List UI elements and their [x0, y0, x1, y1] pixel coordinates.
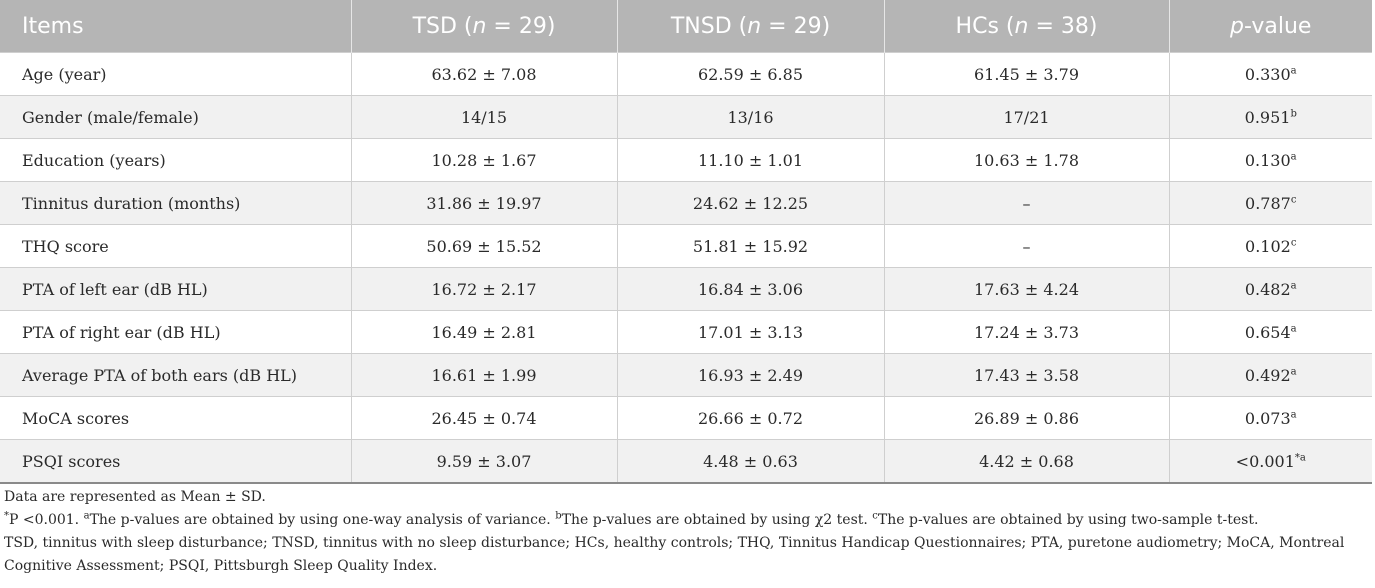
cell-tsd: 10.28 ± 1.67 — [350, 138, 618, 182]
cell-p-value: 0.482a — [1168, 267, 1372, 311]
cell-hcs: 17.63 ± 4.24 — [883, 267, 1170, 311]
table-footnotes: Data are represented as Mean ± SD. *P <0… — [4, 486, 1372, 578]
table-row: Tinnitus duration (months) 31.86 ± 19.97 2… — [0, 181, 1372, 225]
cell-tsd: 9.59 ± 3.07 — [350, 439, 618, 484]
table-row: Average PTA of both ears (dB HL) 16.61 ± … — [0, 353, 1372, 397]
cell-item: Tinnitus duration (months) — [0, 181, 352, 225]
footnote-abbreviations: TSD, tinnitus with sleep disturbance; TN… — [4, 535, 1345, 574]
cell-hcs: 4.42 ± 0.68 — [883, 439, 1170, 484]
cell-tnsd: 24.62 ± 12.25 — [616, 181, 885, 225]
cell-p-value: 0.951b — [1168, 95, 1372, 139]
cell-tnsd: 16.93 ± 2.49 — [616, 353, 885, 397]
cell-tsd: 50.69 ± 15.52 — [350, 224, 618, 268]
cell-hcs: 10.63 ± 1.78 — [883, 138, 1170, 182]
cell-p-value: 0.330a — [1168, 52, 1372, 96]
header-p-value: p-value — [1168, 0, 1372, 53]
cell-item: Education (years) — [0, 138, 352, 182]
cell-tnsd: 51.81 ± 15.92 — [616, 224, 885, 268]
header-tsd: TSD (n = 29) — [350, 0, 618, 53]
header-tnsd: TNSD (n = 29) — [616, 0, 885, 53]
cell-hcs: 26.89 ± 0.86 — [883, 396, 1170, 440]
demographics-table: Items TSD (n = 29) TNSD (n = 29) HCs (n … — [0, 0, 1372, 484]
cell-hcs: 61.45 ± 3.79 — [883, 52, 1170, 96]
cell-hcs: 17/21 — [883, 95, 1170, 139]
cell-item: Gender (male/female) — [0, 95, 352, 139]
table-row: Gender (male/female) 14/15 13/16 17/21 0.951… — [0, 95, 1372, 139]
cell-tnsd: 13/16 — [616, 95, 885, 139]
cell-hcs: 17.24 ± 3.73 — [883, 310, 1170, 354]
cell-p-value: 0.492a — [1168, 353, 1372, 397]
table-header-row: Items TSD (n = 29) TNSD (n = 29) HCs (n … — [0, 0, 1372, 53]
cell-tnsd: 11.10 ± 1.01 — [616, 138, 885, 182]
cell-tnsd: 4.48 ± 0.63 — [616, 439, 885, 484]
cell-tsd: 16.72 ± 2.17 — [350, 267, 618, 311]
footnote-data-representation: Data are represented as Mean ± SD. — [4, 489, 266, 505]
cell-tnsd: 26.66 ± 0.72 — [616, 396, 885, 440]
cell-p-value: 0.787c — [1168, 181, 1372, 225]
header-hcs: HCs (n = 38) — [883, 0, 1170, 53]
cell-tnsd: 17.01 ± 3.13 — [616, 310, 885, 354]
cell-tsd: 16.61 ± 1.99 — [350, 353, 618, 397]
cell-item: Average PTA of both ears (dB HL) — [0, 353, 352, 397]
cell-tsd: 63.62 ± 7.08 — [350, 52, 618, 96]
cell-hcs: 17.43 ± 3.58 — [883, 353, 1170, 397]
cell-p-value: 0.130a — [1168, 138, 1372, 182]
cell-tsd: 26.45 ± 0.74 — [350, 396, 618, 440]
header-items: Items — [0, 0, 352, 53]
cell-item: MoCA scores — [0, 396, 352, 440]
cell-hcs: – — [883, 181, 1170, 225]
cell-item: PTA of right ear (dB HL) — [0, 310, 352, 354]
cell-p-value: <0.001*a — [1168, 439, 1372, 484]
cell-item: PTA of left ear (dB HL) — [0, 267, 352, 311]
cell-p-value: 0.102c — [1168, 224, 1372, 268]
table-row: Education (years) 10.28 ± 1.67 11.10 ± 1.0… — [0, 138, 1372, 182]
cell-hcs: – — [883, 224, 1170, 268]
cell-item: THQ score — [0, 224, 352, 268]
cell-p-value: 0.654a — [1168, 310, 1372, 354]
table-row: MoCA scores 26.45 ± 0.74 26.66 ± 0.72 26.89… — [0, 396, 1372, 440]
cell-item: Age (year) — [0, 52, 352, 96]
cell-tsd: 31.86 ± 19.97 — [350, 181, 618, 225]
table-row: Age (year) 63.62 ± 7.08 62.59 ± 6.85 61.45 … — [0, 52, 1372, 96]
table-row: PTA of right ear (dB HL) 16.49 ± 2.81 17.0… — [0, 310, 1372, 354]
table-row: PSQI scores 9.59 ± 3.07 4.48 ± 0.63 4.42 ± … — [0, 439, 1372, 484]
table-row: THQ score 50.69 ± 15.52 51.81 ± 15.92–0.10… — [0, 224, 1372, 268]
cell-tsd: 16.49 ± 2.81 — [350, 310, 618, 354]
table-row: PTA of left ear (dB HL) 16.72 ± 2.17 16.84… — [0, 267, 1372, 311]
cell-tnsd: 62.59 ± 6.85 — [616, 52, 885, 96]
footnote-significance: *P <0.001. aThe p-values are obtained by… — [4, 510, 1259, 528]
cell-tsd: 14/15 — [350, 95, 618, 139]
cell-p-value: 0.073a — [1168, 396, 1372, 440]
cell-tnsd: 16.84 ± 3.06 — [616, 267, 885, 311]
cell-item: PSQI scores — [0, 439, 352, 484]
